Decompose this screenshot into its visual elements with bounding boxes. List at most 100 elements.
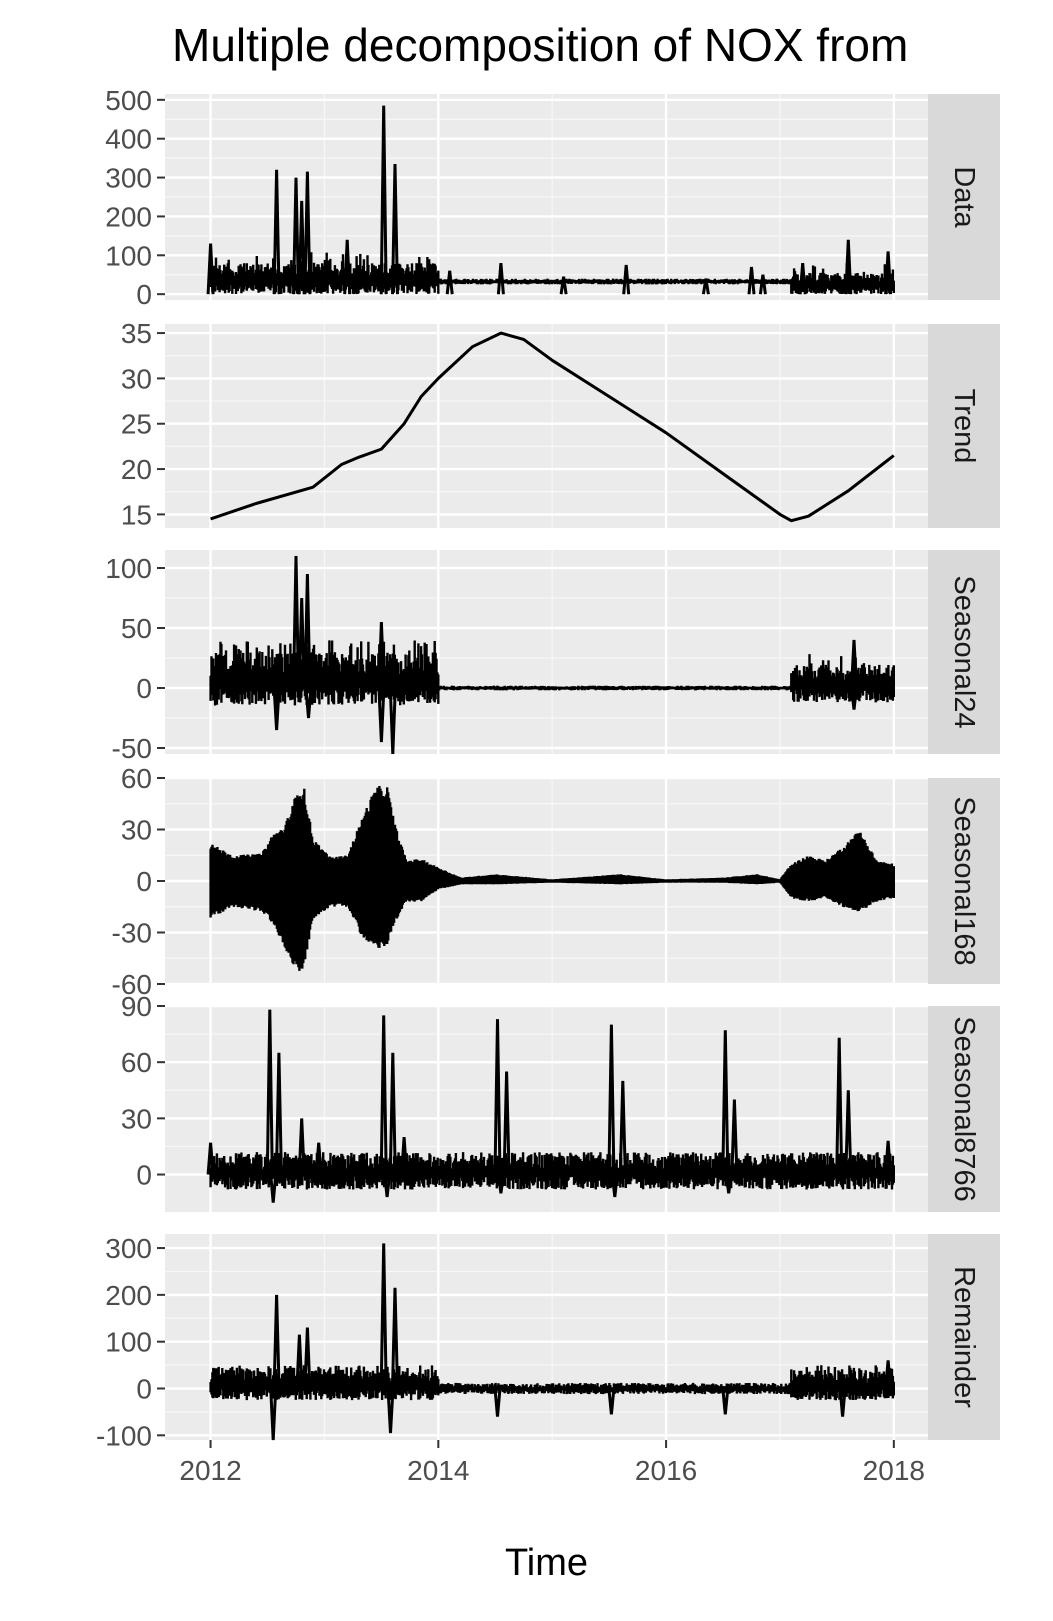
y-tick-label: 60 — [121, 763, 152, 794]
series-spike — [388, 1052, 397, 1175]
y-tick-label: 300 — [105, 163, 152, 194]
series-spike — [884, 251, 893, 295]
series-spike — [724, 1174, 733, 1194]
series-spike — [721, 1388, 730, 1415]
series-spike — [303, 171, 312, 295]
y-tick-label: 0 — [136, 1374, 152, 1405]
y-tick-label: 0 — [136, 866, 152, 897]
series-spike — [493, 1019, 502, 1175]
y-tick-label: -50 — [112, 733, 152, 764]
panel-data: 0 100 200 300 400 500 Data — [105, 85, 1000, 310]
series-spike — [386, 1388, 395, 1434]
x-tick-label: 2018 — [863, 1455, 925, 1486]
series-spike — [314, 1142, 323, 1175]
strip-label: Seasonal8766 — [948, 1016, 980, 1201]
strip-label: Remainder — [948, 1266, 980, 1408]
series-spike — [391, 163, 399, 295]
series-spike — [388, 687, 397, 755]
series-spike — [618, 1080, 627, 1175]
series-spike — [304, 687, 313, 719]
y-tick-label: 400 — [105, 124, 152, 155]
strip-background — [928, 324, 1000, 528]
series-spike — [297, 200, 306, 295]
strip-label: Trend — [948, 389, 980, 464]
y-tick-label: 50 — [121, 613, 152, 644]
series-spike — [292, 177, 300, 295]
series-spike — [758, 274, 767, 295]
series-spike — [377, 687, 386, 743]
series-spike — [303, 573, 312, 689]
series-spike — [610, 1174, 619, 1198]
strip-background — [928, 1234, 1000, 1440]
y-tick-label: 500 — [105, 85, 152, 116]
panel-seasonal8766: 0 30 60 90 Seasonal8766 — [121, 991, 1000, 1212]
series-spike — [607, 1388, 616, 1415]
y-tick-label: 90 — [121, 991, 152, 1022]
series-spike — [838, 1388, 847, 1417]
series-remainder — [209, 1243, 895, 1441]
strip-label: Seasonal168 — [948, 796, 980, 965]
series-spike — [559, 276, 568, 295]
y-tick-label: 100 — [105, 240, 152, 271]
panel-seasonal24: -50 0 50 100 Seasonal24 — [105, 550, 1000, 764]
series-spike — [272, 169, 281, 295]
x-tick-label: 2014 — [407, 1455, 469, 1486]
series-spike — [272, 687, 281, 731]
y-tick-label: 200 — [105, 201, 152, 232]
series-spike — [297, 1118, 306, 1175]
chart-title: Multiple decomposition of NOX from — [172, 19, 909, 71]
series-spike — [400, 1136, 409, 1175]
series-spike — [274, 1052, 283, 1175]
strip-label: Data — [948, 166, 980, 228]
series-spike — [496, 1174, 505, 1194]
series-spike — [884, 1360, 893, 1389]
x-axis-label: Time — [505, 1542, 588, 1584]
series-spike — [701, 278, 710, 295]
strip-background — [928, 550, 1000, 754]
series-spike — [622, 264, 631, 295]
panel-background — [165, 1234, 928, 1440]
series-spike — [343, 239, 352, 295]
series-spike — [445, 270, 454, 295]
series-data — [206, 105, 895, 295]
series-spike — [391, 1287, 399, 1389]
series-spike — [493, 1388, 502, 1417]
series-spike — [269, 1388, 278, 1441]
y-tick-label: 0 — [136, 1160, 152, 1191]
x-tick-label: 2012 — [179, 1455, 241, 1486]
trend-line — [210, 331, 895, 523]
series-spike — [297, 597, 306, 689]
series-spike — [721, 1030, 730, 1175]
strip-background — [928, 94, 1000, 300]
y-tick-label: 25 — [121, 409, 152, 440]
series-spike — [835, 1037, 844, 1175]
y-tick-label: 30 — [121, 1103, 152, 1134]
y-tick-label: 20 — [121, 454, 152, 485]
series-spike — [377, 621, 386, 689]
series-seasonal24 — [209, 555, 895, 755]
series-spike — [303, 1327, 312, 1389]
series-spike — [272, 1294, 281, 1389]
series-spike — [502, 1071, 511, 1175]
x-tick-label: 2016 — [635, 1455, 697, 1486]
series-spike — [798, 262, 807, 295]
strip-background — [928, 778, 1000, 984]
series-spike — [379, 1015, 388, 1175]
series-seasonal168 — [209, 786, 895, 971]
y-tick-label: -100 — [96, 1420, 152, 1451]
y-tick-label: -30 — [112, 918, 152, 949]
series-spike — [844, 1090, 853, 1175]
series-trend — [210, 331, 895, 523]
series-spike — [496, 262, 505, 295]
series-spike — [747, 266, 756, 295]
y-tick-label: 35 — [121, 318, 152, 349]
series-spike — [379, 105, 388, 295]
y-tick-label: 100 — [105, 1327, 152, 1358]
y-tick-label: 15 — [121, 499, 152, 530]
series-spike — [206, 243, 215, 295]
series-spike — [850, 687, 858, 710]
y-tick-label: 200 — [105, 1280, 152, 1311]
series-spike — [884, 1140, 893, 1175]
strip-background — [928, 1006, 1000, 1212]
